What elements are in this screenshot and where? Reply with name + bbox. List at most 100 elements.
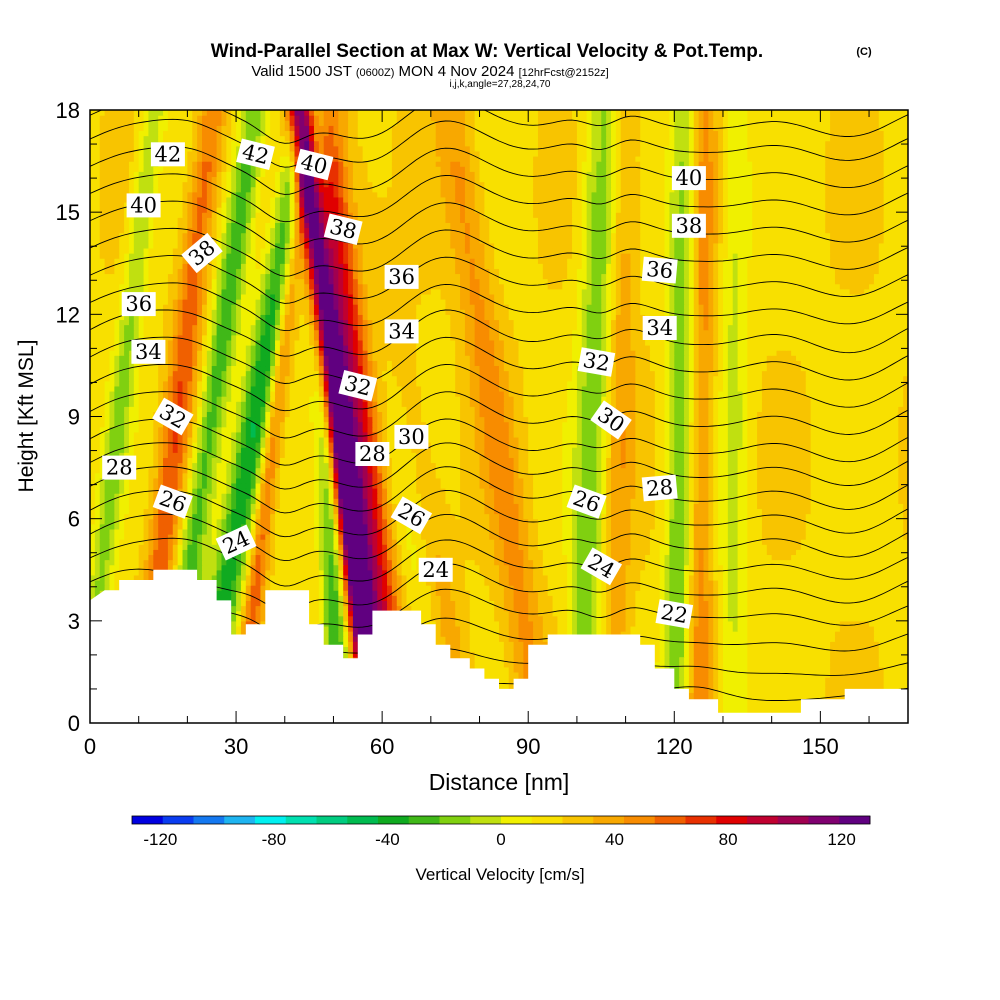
w-cell (786, 595, 792, 602)
w-cell (864, 610, 870, 617)
w-cell (830, 682, 836, 688)
w-cell (484, 656, 490, 663)
w-cell (873, 651, 880, 658)
w-cell (674, 651, 680, 658)
w-cell (805, 687, 812, 693)
w-cell (796, 636, 802, 642)
w-cell (90, 585, 96, 591)
w-cell (869, 585, 875, 591)
w-cell (279, 585, 286, 591)
w-cell (791, 666, 797, 673)
w-cell (625, 585, 632, 591)
w-cell (664, 574, 671, 581)
w-cell (494, 600, 500, 607)
w-cell (645, 585, 651, 591)
w-cell (864, 574, 870, 581)
w-cell (878, 579, 885, 586)
w-cell (396, 579, 403, 586)
w-cell (391, 585, 398, 591)
w-cell (338, 574, 344, 581)
w-cell (236, 625, 242, 632)
w-cell (688, 687, 695, 693)
w-cell (455, 574, 461, 581)
w-cell (494, 651, 500, 658)
w-cell (903, 636, 908, 642)
w-cell (362, 590, 369, 596)
w-cell (601, 615, 607, 622)
w-cell (382, 574, 388, 581)
w-cell (104, 579, 111, 586)
w-cell (484, 585, 490, 591)
w-cell (684, 631, 690, 637)
w-cell (830, 692, 836, 699)
w-cell (718, 682, 724, 688)
w-cell (688, 671, 695, 678)
w-cell (474, 651, 481, 658)
w-cell (654, 605, 661, 612)
w-cell (684, 600, 690, 607)
w-cell (479, 615, 485, 622)
w-cell (742, 677, 748, 683)
w-cell (737, 656, 744, 663)
w-cell (503, 595, 510, 602)
w-cell (771, 625, 778, 632)
w-cell (713, 661, 719, 668)
w-cell (391, 605, 398, 612)
w-cell (771, 687, 778, 693)
w-cell (766, 595, 773, 602)
w-cell (805, 661, 812, 668)
w-cell (869, 605, 875, 612)
w-cell (508, 656, 515, 663)
w-cell (479, 646, 485, 653)
w-cell (844, 646, 851, 653)
w-cell (455, 625, 461, 632)
w-cell (357, 574, 364, 581)
w-cell (796, 625, 802, 632)
w-cell (513, 661, 520, 668)
w-cell (377, 579, 383, 586)
w-cell (460, 569, 466, 576)
w-cell (766, 615, 773, 622)
w-cell (659, 579, 666, 586)
w-cell (479, 641, 485, 647)
w-cell (606, 595, 612, 602)
w-cell (786, 651, 792, 658)
w-cell (878, 590, 885, 596)
w-cell (576, 579, 583, 586)
w-cell (757, 692, 763, 699)
w-cell (421, 595, 427, 602)
w-cell (854, 682, 860, 688)
w-cell (435, 585, 442, 591)
w-cell (761, 590, 768, 596)
w-cell (450, 585, 456, 591)
w-cell (499, 620, 505, 627)
w-cell (464, 620, 471, 627)
w-cell (898, 615, 904, 622)
w-cell (469, 656, 476, 663)
w-cell (255, 574, 262, 581)
w-cell (304, 574, 310, 581)
w-cell (781, 682, 787, 688)
w-cell (391, 574, 398, 581)
w-cell (596, 615, 602, 622)
w-cell (781, 651, 787, 658)
w-cell (615, 620, 622, 627)
w-cell (757, 641, 763, 647)
w-cell (732, 610, 739, 617)
w-cell (542, 620, 549, 627)
w-cell (318, 600, 325, 607)
w-cell (722, 636, 729, 642)
w-cell (722, 605, 729, 612)
w-cell (231, 569, 237, 576)
w-cell (815, 641, 821, 647)
w-cell (771, 641, 778, 647)
w-cell (143, 569, 150, 576)
w-cell (528, 590, 534, 596)
w-cell (333, 636, 339, 642)
w-cell (411, 605, 417, 612)
w-cell (752, 600, 758, 607)
w-cell (766, 631, 773, 637)
w-cell (903, 656, 908, 663)
w-cell (732, 646, 739, 653)
